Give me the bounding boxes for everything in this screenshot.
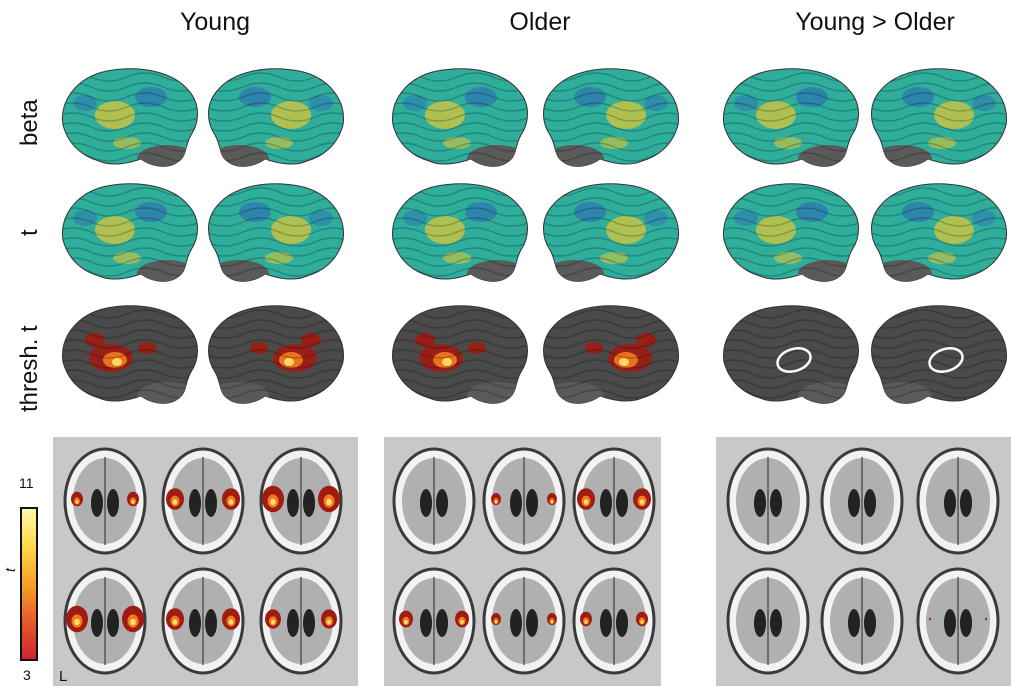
brain-t-older-right [540, 178, 686, 288]
column-title-young: Young [180, 8, 250, 36]
axial-slice-young-5 [159, 565, 247, 677]
axial-slice-young-1 [61, 445, 149, 557]
column-title-contrast: Young > Older [795, 8, 955, 36]
axial-slice-contrast-6 [914, 565, 1002, 677]
brain-thresh-contrast-right [868, 300, 1011, 410]
axial-slice-contrast-2 [818, 445, 906, 557]
axial-panel-young [53, 437, 358, 686]
brain-beta-older-right [540, 63, 686, 173]
axial-slice-older-2 [480, 445, 568, 557]
row-label-thresh-t: thresh. t [16, 325, 43, 412]
brain-beta-contrast-right [868, 63, 1011, 173]
brain-t-contrast-right [868, 178, 1011, 288]
colorbar-max-label: 11 [19, 475, 34, 491]
column-title-older: Older [509, 8, 571, 36]
colorbar-min-label: 3 [23, 667, 31, 683]
axial-slice-contrast-5 [818, 565, 906, 677]
axial-panel-contrast [716, 437, 1011, 686]
axial-slice-contrast-1 [724, 445, 812, 557]
brain-t-older-left [385, 178, 531, 288]
brain-t-contrast-left [716, 178, 862, 288]
brain-thresh-young-right [205, 300, 351, 410]
brain-t-young-left [55, 178, 201, 288]
brain-beta-young-left [55, 63, 201, 173]
axial-slice-older-5 [480, 565, 568, 677]
axial-slice-young-2 [159, 445, 247, 557]
axial-slice-contrast-3 [914, 445, 1002, 557]
axial-slice-older-3 [570, 445, 658, 557]
colorbar [20, 507, 38, 661]
axial-slice-contrast-4 [724, 565, 812, 677]
brain-t-young-right [205, 178, 351, 288]
axial-slice-young-6 [257, 565, 345, 677]
axial-slice-older-6 [570, 565, 658, 677]
brain-thresh-contrast-left [716, 300, 862, 410]
brain-beta-contrast-left [716, 63, 862, 173]
axial-panel-older [384, 437, 661, 686]
orientation-label: L [59, 668, 68, 685]
axial-slice-older-4 [390, 565, 478, 677]
brain-thresh-older-left [385, 300, 531, 410]
axial-slice-young-4 [61, 565, 149, 677]
row-label-t: t [16, 229, 43, 236]
brain-beta-young-right [205, 63, 351, 173]
row-label-beta: beta [16, 99, 43, 146]
brain-thresh-older-right [540, 300, 686, 410]
colorbar-title: t [2, 568, 18, 572]
brain-thresh-young-left [55, 300, 201, 410]
brain-beta-older-left [385, 63, 531, 173]
axial-slice-young-3 [257, 445, 345, 557]
axial-slice-older-1 [390, 445, 478, 557]
